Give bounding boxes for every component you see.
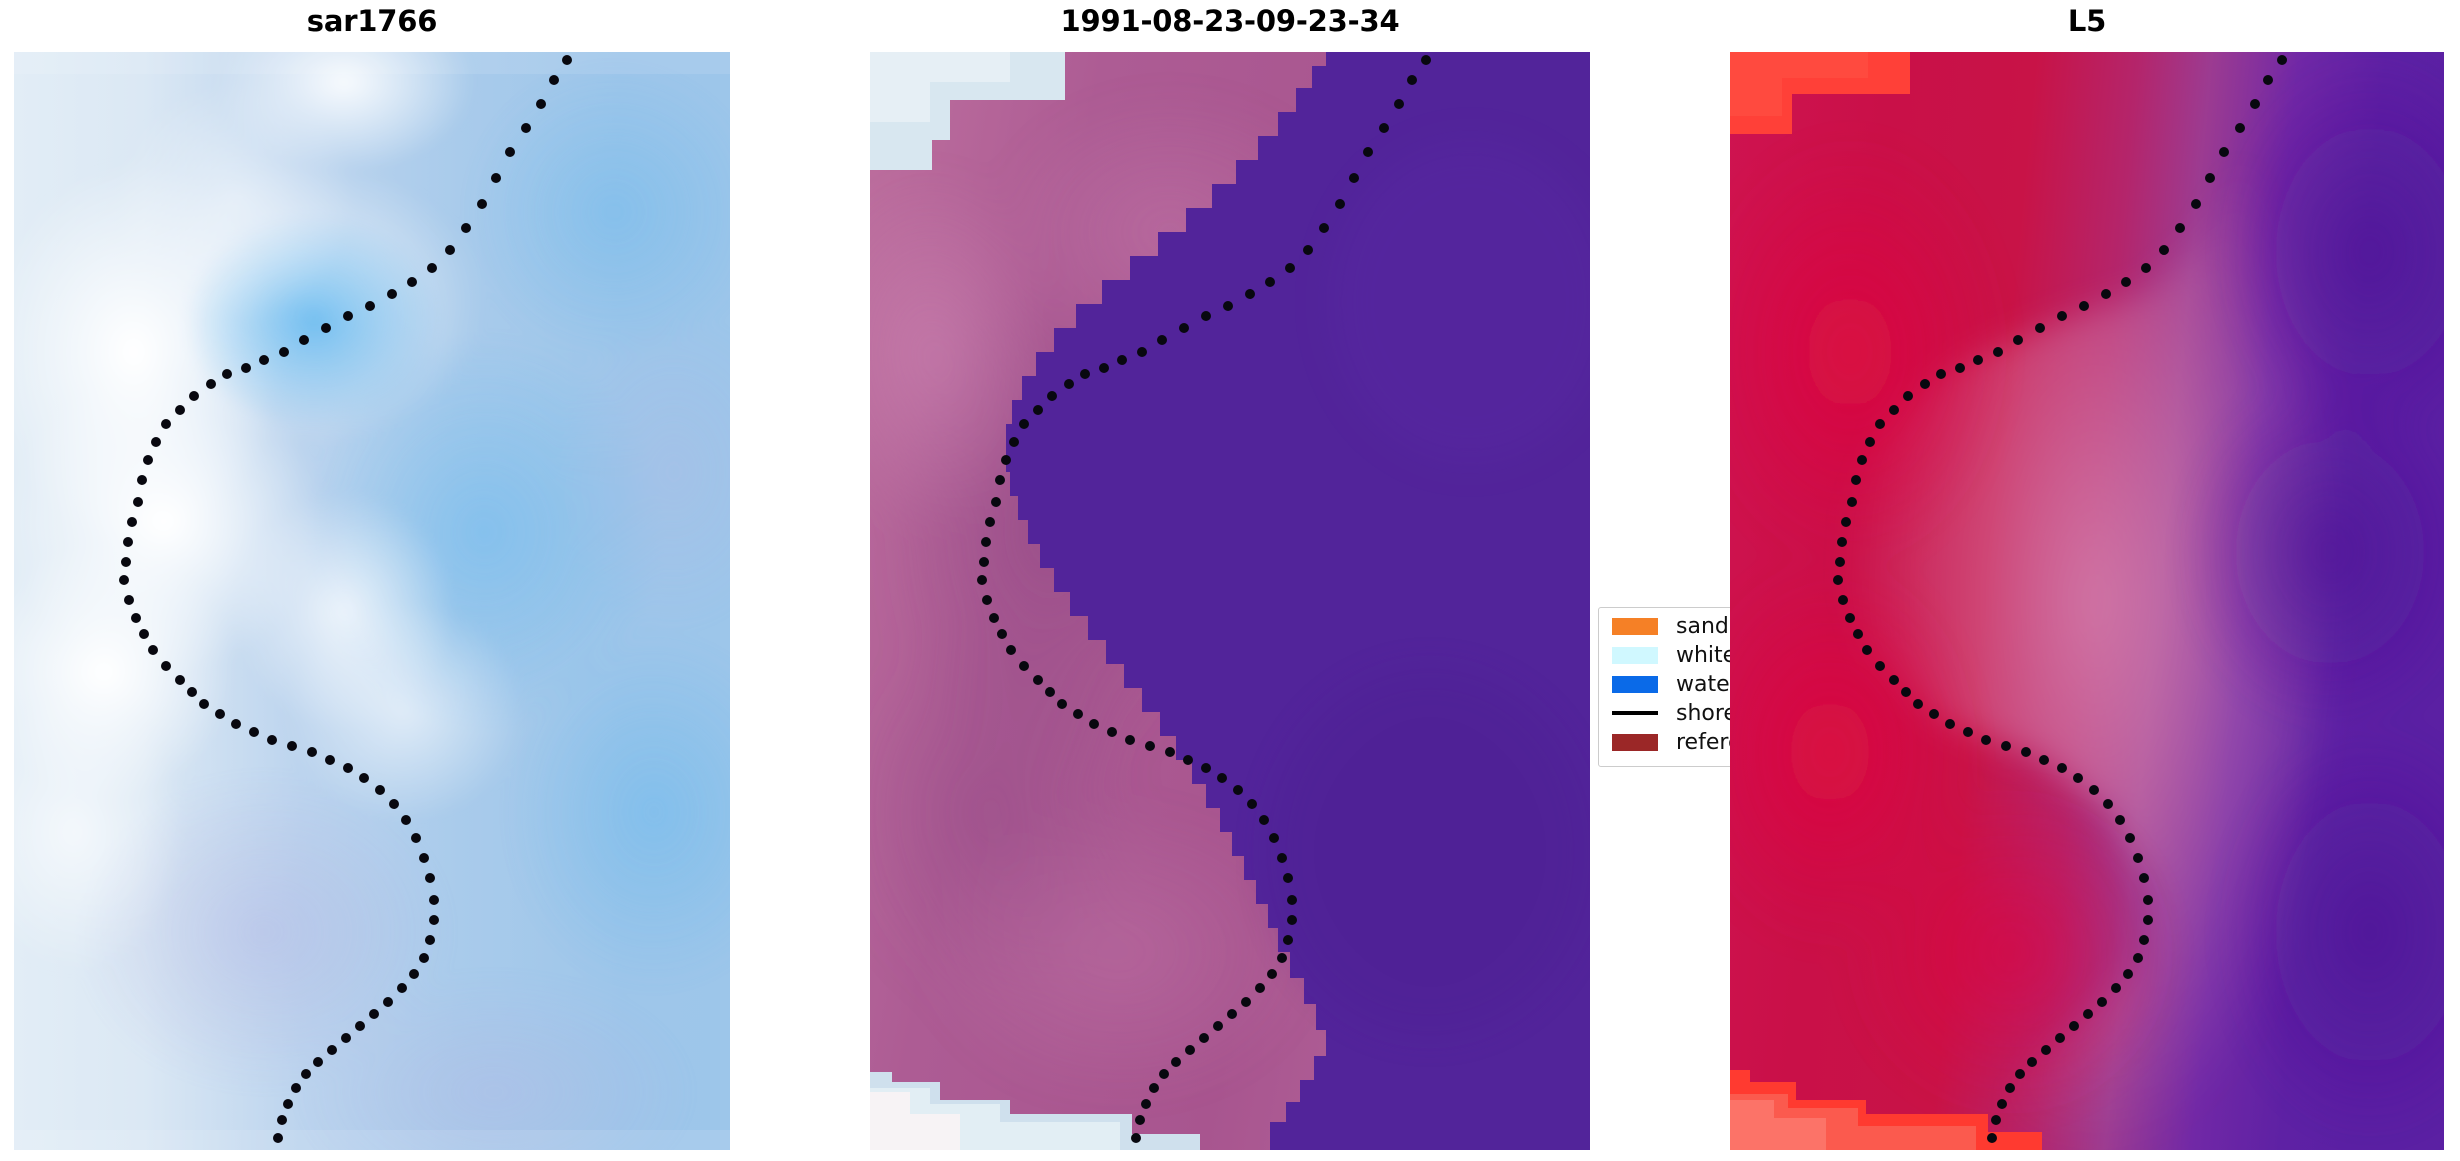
- shoreline-line-icon: [1612, 711, 1658, 715]
- panel-classified[interactable]: [870, 52, 1590, 1150]
- legend-label-sand: sand: [1676, 613, 1729, 639]
- legend-entry-sand: sand: [1612, 613, 1729, 639]
- whitewater-swatch-icon: [1612, 646, 1658, 664]
- panel-title-l5: L5: [2067, 4, 2107, 38]
- panel-title-classified: 1991-08-23-09-23-34: [1060, 4, 1400, 38]
- reference-swatch-icon: [1612, 733, 1658, 751]
- panel-title-sar: sar1766: [306, 4, 438, 38]
- panel-sar1766[interactable]: [14, 52, 730, 1150]
- sand-swatch-icon: [1612, 617, 1658, 635]
- legend-entry-water: water: [1612, 671, 1739, 697]
- sar-raster: [14, 52, 730, 1150]
- panel-l5[interactable]: [1730, 52, 2444, 1150]
- water-swatch-icon: [1612, 675, 1658, 693]
- l5-raster: [1730, 52, 2444, 1150]
- legend-label-water: water: [1676, 671, 1739, 697]
- classified-raster: [870, 52, 1590, 1150]
